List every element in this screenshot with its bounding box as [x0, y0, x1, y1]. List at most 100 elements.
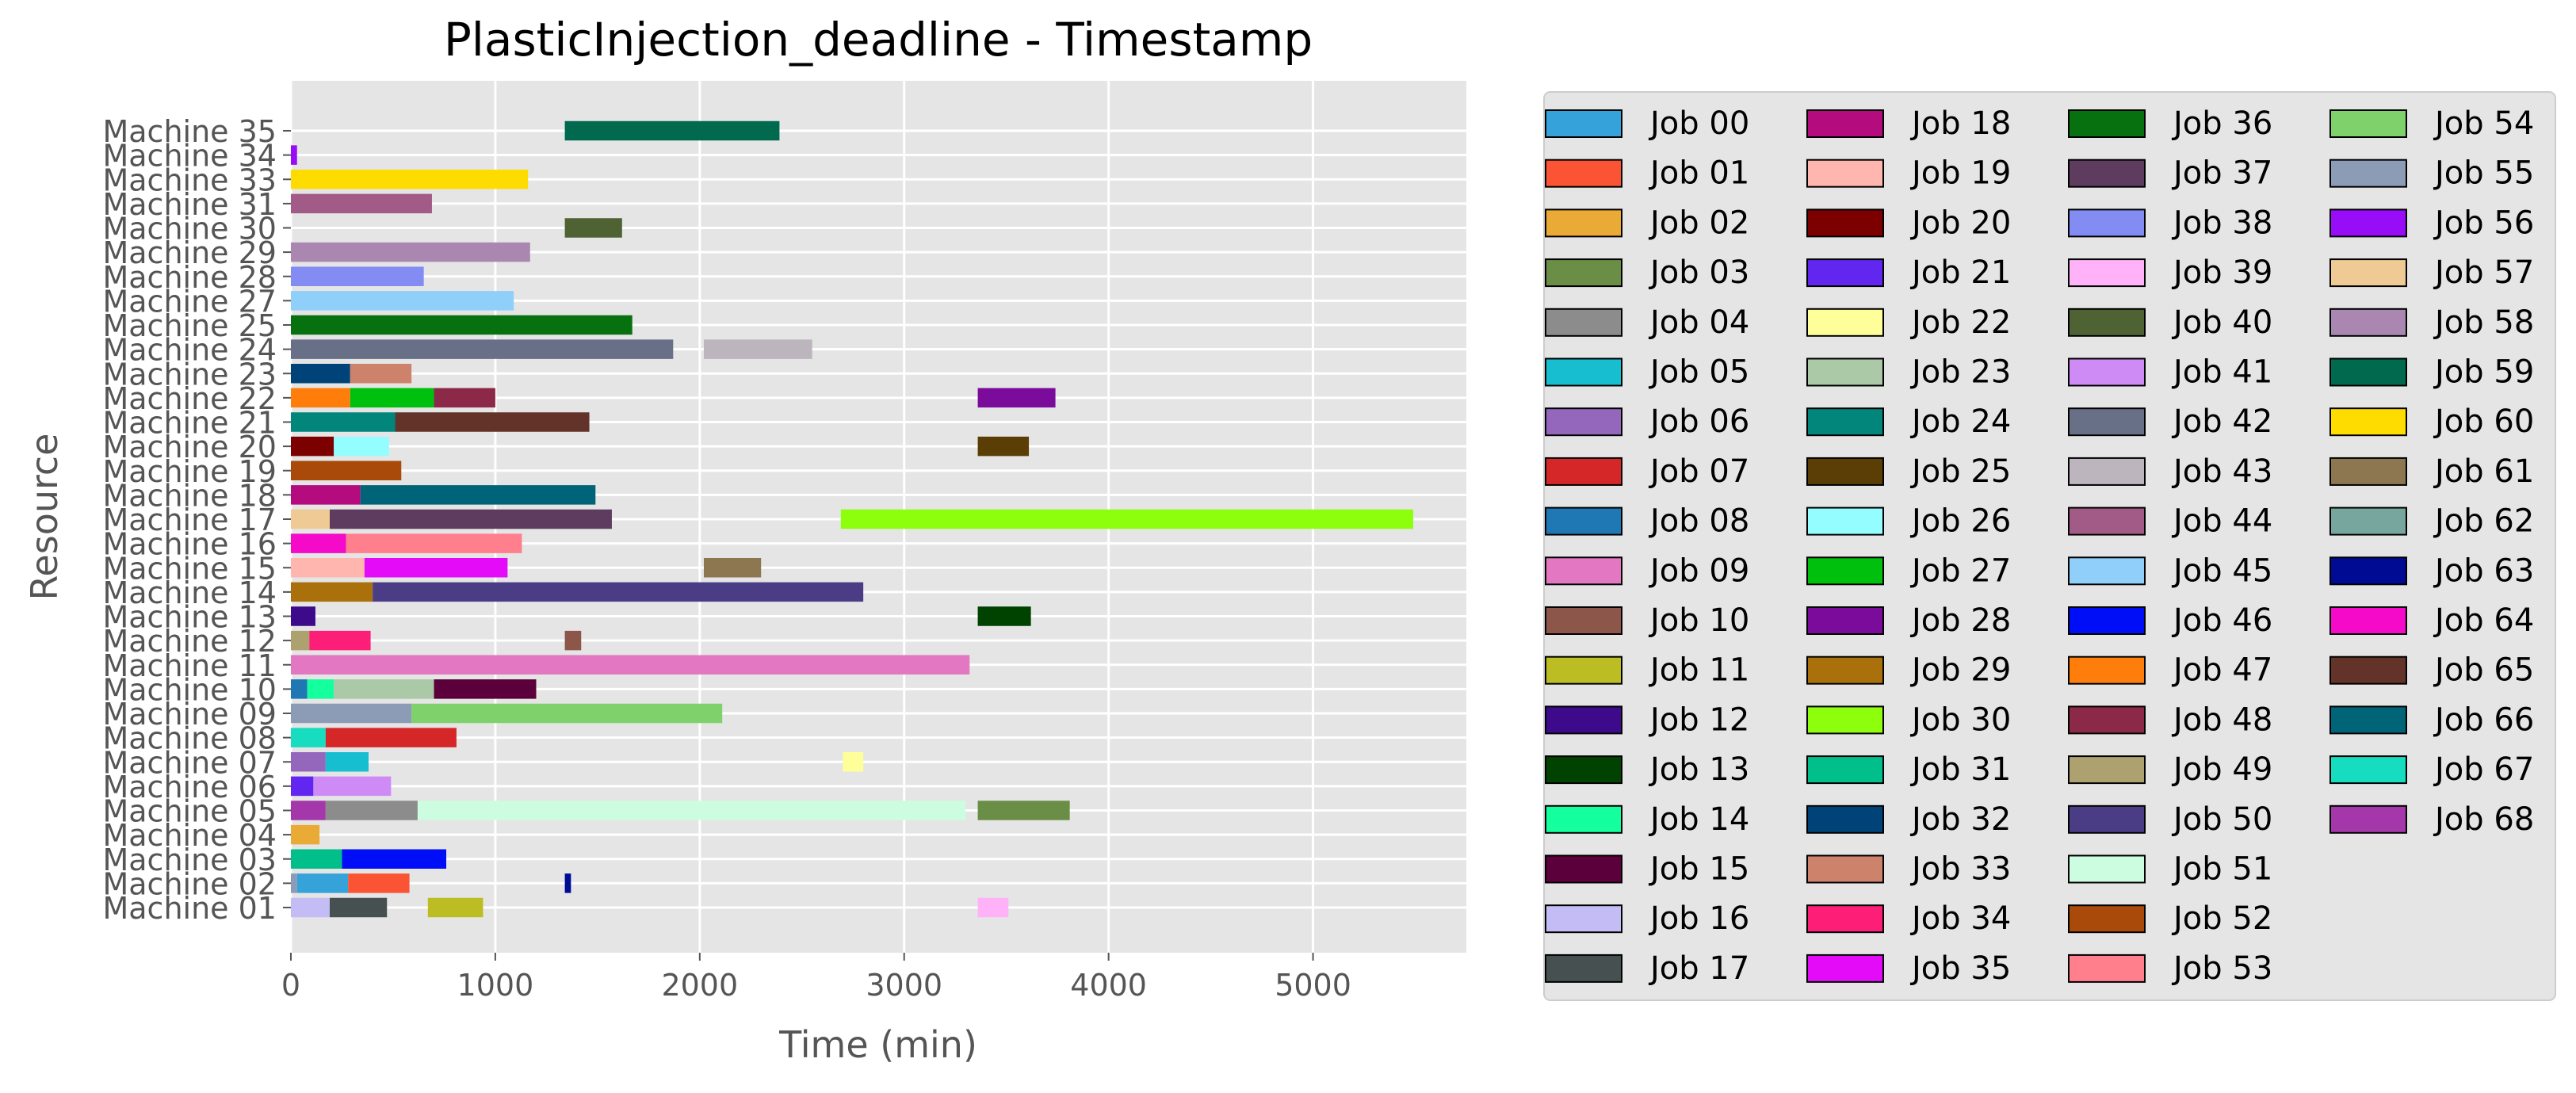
y-tick-label: Machine 17: [102, 503, 277, 537]
task-bar: [843, 752, 864, 772]
x-tick-label: 2000: [661, 968, 738, 1003]
legend-swatch: [1806, 904, 1884, 934]
legend-label: Job 36: [2171, 105, 2272, 142]
task-bar: [291, 655, 970, 675]
legend-label: Job 57: [2433, 254, 2534, 291]
task-bar: [309, 630, 371, 651]
legend-swatch: [1806, 954, 1884, 983]
legend-swatch: [2068, 407, 2146, 437]
x-axis-label: Time (min): [778, 1023, 977, 1066]
task-bar: [291, 193, 432, 214]
legend-entry: Job 59: [2329, 354, 2534, 391]
legend-swatch: [1545, 407, 1622, 437]
legend-label: Job 54: [2433, 105, 2534, 142]
legend-entry: Job 12: [1545, 701, 1749, 738]
legend-label: Job 59: [2433, 354, 2534, 391]
legend-entry: Job 37: [2068, 155, 2272, 192]
legend-label: Job 18: [1909, 105, 2011, 142]
legend-entry: Job 07: [1545, 453, 1749, 490]
legend-entry: Job 67: [2329, 751, 2534, 788]
legend-entry: Job 19: [1806, 155, 2011, 192]
legend-label: Job 10: [1648, 602, 1749, 639]
legend-swatch: [2329, 506, 2407, 536]
task-bar: [364, 558, 508, 578]
legend-entry: Job 18: [1806, 105, 2011, 142]
legend-entry: Job 36: [2068, 105, 2272, 142]
y-tick-label: Machine 20: [102, 430, 277, 464]
y-tick-label: Machine 27: [102, 284, 277, 319]
legend-label: Job 61: [2433, 453, 2534, 490]
legend-swatch: [2329, 655, 2407, 685]
legend-label: Job 08: [1648, 503, 1749, 540]
legend-swatch: [2329, 606, 2407, 635]
legend-label: Job 27: [1909, 552, 2011, 589]
legend-swatch: [1545, 606, 1622, 635]
y-tick-label: Machine 10: [102, 672, 277, 707]
task-bar: [977, 801, 1070, 820]
task-bar: [334, 679, 434, 699]
legend-entry: Job 29: [1806, 652, 2011, 689]
legend-label: Job 64: [2433, 602, 2534, 639]
task-bar: [348, 873, 410, 893]
task-bar: [291, 461, 402, 480]
legend-entry: Job 01: [1545, 155, 1749, 192]
legend-swatch: [2068, 208, 2146, 238]
legend-entry: Job 34: [1806, 900, 2011, 937]
task-bar: [325, 801, 418, 820]
legend-entry: Job 46: [2068, 602, 2272, 639]
y-tick-label: Machine 30: [102, 212, 277, 246]
legend-entry: Job 24: [1806, 403, 2011, 440]
legend-swatch: [1545, 904, 1622, 934]
legend-swatch: [1545, 457, 1622, 486]
legend-swatch: [1545, 705, 1622, 735]
task-bar: [291, 558, 365, 578]
legend-entry: Job 09: [1545, 552, 1749, 589]
legend-swatch: [2068, 357, 2146, 387]
legend-entry: Job 10: [1545, 602, 1749, 639]
legend-label: Job 31: [1909, 751, 2011, 788]
task-bar: [291, 533, 346, 553]
task-bar: [296, 873, 349, 893]
legend-entry: Job 30: [1806, 701, 2011, 738]
legend-entry: Job 55: [2329, 155, 2534, 192]
task-bar: [291, 485, 361, 505]
legend-swatch: [1806, 506, 1884, 536]
legend-swatch: [1806, 208, 1884, 238]
legend-entry: Job 68: [2329, 801, 2534, 838]
legend-label: Job 42: [2171, 403, 2272, 440]
legend-swatch: [2329, 755, 2407, 785]
legend-entry: Job 21: [1806, 254, 2011, 291]
legend-entry: Job 56: [2329, 204, 2534, 241]
task-bar: [330, 897, 388, 918]
y-tick-label: Machine 33: [102, 162, 277, 197]
y-tick-label: Machine 22: [102, 381, 277, 416]
legend-label: Job 09: [1648, 552, 1749, 589]
legend-entry: Job 16: [1545, 900, 1749, 937]
y-tick-label: Machine 16: [102, 527, 277, 562]
y-tick-label: Machine 06: [102, 770, 277, 804]
legend-label: Job 30: [1909, 701, 2011, 738]
legend-label: Job 33: [1909, 851, 2011, 888]
y-tick-label: Machine 05: [102, 794, 277, 829]
legend-label: Job 11: [1648, 652, 1749, 689]
y-axis-label: Resource: [23, 434, 66, 601]
legend-label: Job 45: [2171, 552, 2272, 589]
y-tick-label: Machine 19: [102, 454, 277, 489]
y-tick-label: Machine 13: [102, 600, 277, 635]
legend-swatch: [2329, 208, 2407, 238]
task-bar: [291, 266, 424, 286]
legend-label: Job 24: [1909, 403, 2011, 440]
task-bar: [291, 509, 331, 529]
legend-swatch: [1806, 556, 1884, 586]
task-bar: [291, 291, 514, 311]
legend-label: Job 37: [2171, 155, 2272, 192]
y-tick-label: Machine 03: [102, 843, 277, 877]
task-bar: [703, 558, 762, 578]
legend-swatch: [1545, 755, 1622, 785]
legend-swatch: [2329, 308, 2407, 337]
task-bar: [330, 509, 612, 529]
legend-label: Job 50: [2171, 801, 2272, 838]
legend-entry: Job 47: [2068, 652, 2272, 689]
legend-swatch: [1806, 159, 1884, 188]
legend-entry: Job 23: [1806, 354, 2011, 391]
